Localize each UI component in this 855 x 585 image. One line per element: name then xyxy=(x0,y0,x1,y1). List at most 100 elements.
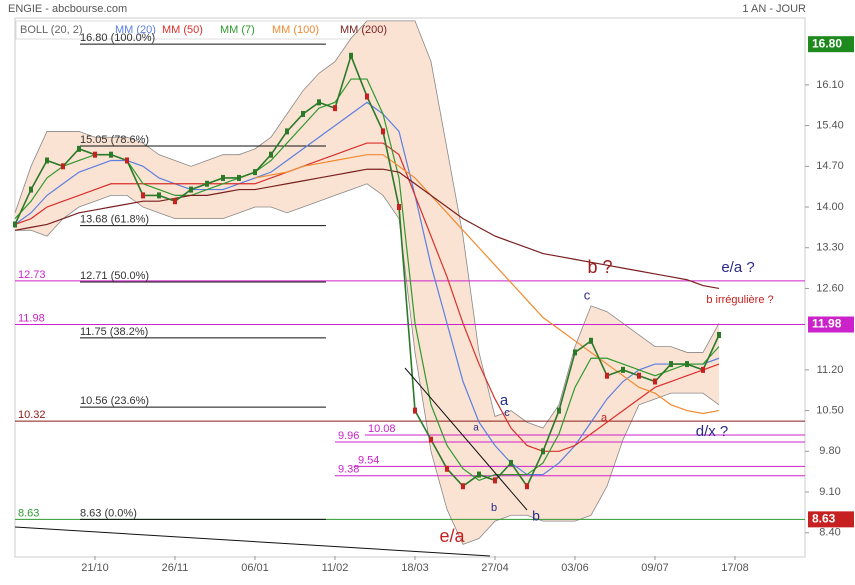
level-label: 8.63 xyxy=(18,507,39,519)
price-point xyxy=(541,448,545,455)
price-point xyxy=(349,52,353,59)
moving-average xyxy=(14,168,720,290)
price-point xyxy=(413,407,417,414)
level-label: 9.96 xyxy=(338,430,359,442)
annotation: d/x ? xyxy=(696,423,729,440)
price-point xyxy=(653,378,657,385)
level-label: 10.08 xyxy=(368,423,396,435)
price-point xyxy=(77,145,81,152)
price-point xyxy=(125,157,129,164)
y-tick-label: 15.40 xyxy=(816,120,844,132)
price-point xyxy=(429,436,433,443)
annotation: b xyxy=(491,502,497,514)
fib-label: 8.63 (0.0%) xyxy=(80,507,137,519)
level-label: 11.98 xyxy=(18,312,45,324)
x-tick-label: 21/10 xyxy=(81,562,109,574)
price-point xyxy=(333,105,337,112)
x-tick-label: 18/03 xyxy=(401,562,429,574)
x-tick-label: 06/01 xyxy=(241,562,269,574)
price-point xyxy=(557,407,561,414)
price-tag xyxy=(808,511,854,528)
y-tick-label: 14.00 xyxy=(816,201,844,213)
fib-label: 10.56 (23.6%) xyxy=(80,395,149,407)
legend-entry: MM (20) xyxy=(115,24,156,36)
legend-entry: BOLL (20, 2) xyxy=(20,24,83,36)
price-point xyxy=(29,186,33,193)
price-point xyxy=(493,477,497,484)
band-fill xyxy=(15,20,719,545)
annotation: c xyxy=(584,287,591,302)
trend-line xyxy=(404,367,528,511)
price-tag xyxy=(808,316,854,333)
annotation: b irrégulière ? xyxy=(706,294,773,306)
x-tick-label: 27/04 xyxy=(481,562,509,574)
price-point xyxy=(589,337,593,344)
price-tag-label: 16.80 xyxy=(812,36,842,50)
legend-entry: MM (200) xyxy=(340,24,387,36)
price-point xyxy=(61,163,65,170)
x-tick-label: 26/11 xyxy=(162,562,189,574)
level-label: 10.32 xyxy=(18,409,46,421)
price-point xyxy=(93,151,97,158)
level-label: 9.54 xyxy=(358,454,379,466)
price-point xyxy=(701,366,705,373)
level-label: 9.38 xyxy=(338,464,359,476)
price-point xyxy=(637,372,641,379)
price-tag-label: 11.98 xyxy=(812,317,842,331)
price-point xyxy=(285,128,289,135)
x-tick-label: 17/08 xyxy=(721,562,749,574)
legend-entry: MM (100) xyxy=(272,24,319,36)
price-point xyxy=(509,459,513,466)
price-point xyxy=(237,174,241,181)
x-tick-label: 03/06 xyxy=(561,562,589,574)
level-label: 12.73 xyxy=(18,269,46,281)
y-tick-label: 11.20 xyxy=(817,364,844,376)
price-point xyxy=(157,192,161,199)
moving-average xyxy=(14,101,720,476)
price-point xyxy=(317,99,321,106)
fib-label: 16.80 (100.0%) xyxy=(80,32,155,44)
price-point xyxy=(445,465,449,472)
legend-entry: MM (50) xyxy=(162,24,203,36)
price-point xyxy=(477,471,481,478)
band-upper xyxy=(14,20,720,429)
price-point xyxy=(13,221,17,228)
price-point xyxy=(253,169,257,176)
annotation: a xyxy=(500,392,509,409)
fib-label: 12.71 (50.0%) xyxy=(80,270,149,282)
fib-label: 13.68 (61.8%) xyxy=(80,214,149,226)
price-point xyxy=(621,366,625,373)
price-point xyxy=(45,157,49,164)
price-point xyxy=(269,151,273,158)
moving-average xyxy=(14,142,720,452)
price-point xyxy=(221,174,225,181)
price-point xyxy=(669,361,673,368)
annotation: e/a ? xyxy=(721,259,754,276)
price-point xyxy=(109,151,113,158)
fib-label: 15.05 (78.6%) xyxy=(80,134,149,146)
chart-title: ENGIE - abcbourse.com xyxy=(8,3,127,15)
price-tag-label: 8.63 xyxy=(812,512,836,526)
band-lower xyxy=(15,183,720,545)
chart-subtitle: 1 AN - JOUR xyxy=(742,3,806,15)
y-tick-label: 9.10 xyxy=(819,486,840,498)
price-point xyxy=(381,128,385,135)
price-point xyxy=(365,93,369,100)
price-point xyxy=(461,483,465,490)
price-point xyxy=(525,483,529,490)
y-tick-label: 13.30 xyxy=(816,242,844,254)
legend-entry: MM (7) xyxy=(220,24,255,36)
annotation: a xyxy=(601,412,608,424)
annotation: b ? xyxy=(587,257,612,277)
plot: 12.73 11.98 10.32 10.08 9.96 9.549.38 8.63 16.8… xyxy=(13,20,805,545)
y-tick-label: 8.40 xyxy=(819,527,840,539)
price-point xyxy=(173,198,177,205)
price-point xyxy=(605,372,609,379)
x-tick-label: 11/02 xyxy=(322,562,349,574)
y-tick-label: 10.50 xyxy=(816,405,844,417)
price-tag xyxy=(808,36,854,53)
trend-line xyxy=(14,526,491,557)
price-point xyxy=(573,349,577,356)
price-point xyxy=(301,110,305,117)
